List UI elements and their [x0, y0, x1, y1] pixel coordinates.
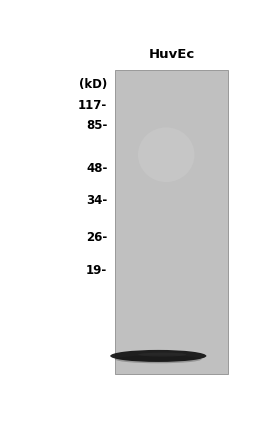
- Text: HuvEc: HuvEc: [149, 48, 195, 61]
- Ellipse shape: [138, 353, 186, 356]
- Ellipse shape: [110, 350, 206, 362]
- Text: (kD): (kD): [79, 78, 108, 91]
- Ellipse shape: [138, 127, 195, 182]
- Text: 34-: 34-: [86, 194, 108, 207]
- Text: 117-: 117-: [78, 100, 108, 112]
- Text: 85-: 85-: [86, 119, 108, 132]
- Bar: [115, 69, 228, 374]
- Text: 26-: 26-: [86, 231, 108, 244]
- Text: 48-: 48-: [86, 162, 108, 175]
- Ellipse shape: [115, 355, 201, 363]
- Text: 19-: 19-: [86, 264, 108, 277]
